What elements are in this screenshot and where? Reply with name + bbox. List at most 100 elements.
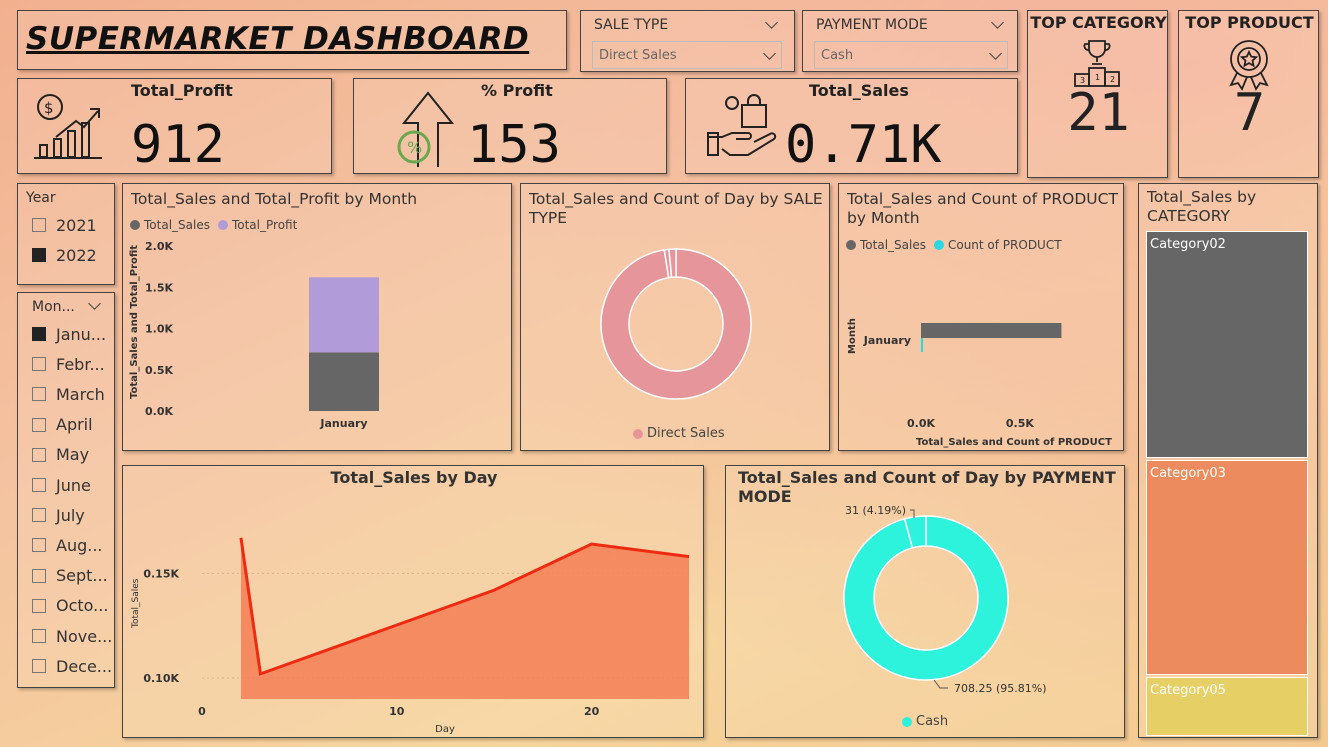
checkbox[interactable]: [32, 598, 46, 613]
kpi-total-sales-value: 0.71K: [785, 115, 942, 175]
leader-line: [933, 679, 948, 689]
month-item-label: Aug...: [56, 535, 103, 555]
bar-total-sales: [921, 323, 1062, 338]
month-item-label: Octo...: [56, 596, 109, 616]
x-axis-label: Total_Sales and Count of PRODUCT: [916, 437, 1112, 448]
y-axis-label: Month: [847, 318, 858, 354]
year-item[interactable]: 2022: [32, 244, 97, 266]
month-item[interactable]: July: [32, 504, 85, 526]
sale-type-value: Direct Sales: [599, 48, 677, 63]
chart-sales-by-payment-mode: Total_Sales and Count of Day by PAYMENT …: [725, 465, 1125, 738]
sale-type-label: SALE TYPE: [594, 17, 669, 33]
month-item[interactable]: April: [32, 414, 93, 436]
chevron-down-icon[interactable]: [765, 16, 778, 29]
svg-text:2: 2: [1110, 75, 1115, 84]
top-category-value: 21: [1067, 83, 1130, 143]
month-slicer-label: Mon...: [32, 299, 75, 315]
checkbox[interactable]: [32, 508, 46, 523]
kpi-pct-profit-label: % Profit: [481, 81, 553, 100]
checkbox[interactable]: [32, 218, 46, 232]
month-item[interactable]: Nove...: [32, 625, 112, 647]
legend-label: Direct Sales: [647, 426, 725, 441]
year-item-label: 2022: [56, 245, 97, 265]
donut-slice-count: [903, 515, 927, 549]
chart-title: Total_Sales and Count of Day by SALE TYP…: [529, 190, 823, 227]
sale-type-dropdown[interactable]: Direct Sales: [592, 41, 782, 69]
year-item[interactable]: 2021: [32, 214, 97, 236]
chart-plot: 0.0K 0.5K 1.0K 1.5K 2.0K Total_Sales and Tota…: [129, 240, 379, 430]
legend-label: Cash: [916, 714, 949, 729]
month-item-label: Nove...: [56, 626, 113, 646]
svg-text:1: 1: [1095, 73, 1100, 82]
month-item[interactable]: May: [32, 444, 89, 466]
chart-sales-by-day: Total_Sales by Day 0.10K 0.15K 0 10 20 Day Tot…: [122, 465, 704, 738]
chart-title: Total_Sales and Total_Profit by Month: [131, 190, 418, 208]
treemap-tile[interactable]: Category02: [1146, 231, 1308, 458]
data-label: 708.25 (95.81%): [954, 682, 1047, 695]
hand-shopping-bag-icon: [707, 94, 777, 156]
chart-plot: [600, 248, 752, 400]
payment-mode-dropdown[interactable]: Cash: [814, 41, 1008, 69]
month-item[interactable]: Janu...: [32, 323, 106, 345]
svg-text:%: %: [407, 138, 422, 157]
y-tick-label: 1.5K: [145, 281, 173, 294]
chevron-down-icon[interactable]: [88, 297, 101, 310]
top-product-card: TOP PRODUCT 7: [1178, 10, 1319, 178]
checkbox[interactable]: [32, 248, 46, 262]
checkbox[interactable]: [32, 327, 46, 341]
checkbox[interactable]: [32, 478, 46, 492]
treemap-tile-label: Category02: [1150, 237, 1226, 252]
percent-up-arrow-icon: %: [397, 91, 455, 167]
month-item[interactable]: March: [32, 383, 105, 405]
chart-title: Total_Sales by Day: [330, 468, 498, 487]
month-item[interactable]: Octo...: [32, 595, 108, 617]
month-item-label: April: [56, 415, 93, 435]
checkbox[interactable]: [32, 447, 46, 462]
month-item-label: July: [56, 505, 85, 525]
treemap-tile[interactable]: Category03: [1146, 459, 1308, 675]
payment-mode-slicer: PAYMENT MODE Cash: [802, 10, 1018, 72]
chevron-down-icon[interactable]: [991, 16, 1004, 29]
donut-slice: [668, 248, 677, 279]
y-axis-label: Total_Sales: [131, 578, 141, 629]
donut-slice-cash: [843, 515, 1009, 681]
kpi-pct-profit-value: 153: [467, 115, 561, 175]
checkbox[interactable]: [32, 417, 46, 432]
checkbox[interactable]: [32, 568, 46, 583]
checkbox[interactable]: [32, 357, 46, 372]
checkbox[interactable]: [32, 659, 46, 674]
treemap-tile-label: Category05: [1150, 682, 1226, 698]
sale-type-slicer: SALE TYPE Direct Sales: [580, 10, 795, 72]
top-product-label: TOP PRODUCT: [1185, 13, 1314, 32]
legend-dot: [130, 220, 140, 230]
chart-legend: Total_Sales Total_Profit: [130, 218, 297, 232]
x-tick-label: 0.5K: [1006, 417, 1034, 430]
legend-dot: [217, 220, 228, 230]
year-slicer-label: Year: [26, 190, 56, 206]
x-tick-label: January: [319, 417, 367, 430]
x-tick-label: 0.0K: [907, 417, 935, 430]
chart-plot: 31 (4.19%) 708.25 (95.81%): [843, 504, 1047, 695]
dashboard-title: SUPERMARKET DASHBOARD: [26, 21, 530, 57]
month-item-label: March: [56, 384, 105, 404]
data-label: 31 (4.19%): [845, 504, 906, 517]
year-slicer: Year 2021 2022: [17, 183, 115, 285]
top-category-label: TOP CATEGORY: [1030, 13, 1167, 32]
checkbox[interactable]: [32, 629, 46, 643]
payment-mode-value: Cash: [821, 48, 854, 63]
month-item[interactable]: Aug...: [32, 534, 103, 556]
month-item-label: Febr...: [56, 354, 105, 374]
bar-count-product: [921, 338, 923, 352]
month-item[interactable]: Febr...: [32, 353, 105, 375]
checkbox[interactable]: [32, 387, 46, 402]
month-item[interactable]: June: [32, 474, 91, 496]
x-tick-label: 10: [389, 705, 405, 718]
chart-legend: Total_Sales Count of PRODUCT: [846, 238, 1062, 252]
checkbox[interactable]: [32, 538, 46, 553]
payment-mode-label: PAYMENT MODE: [816, 17, 928, 33]
treemap-tile[interactable]: Category05: [1146, 676, 1308, 736]
month-item[interactable]: Sept...: [32, 565, 108, 587]
chart-plot: Month January 0.0K 0.5K Total_Sales and Coun…: [847, 318, 1112, 448]
month-item[interactable]: Dece...: [32, 655, 112, 677]
legend-label: Total_Profit: [231, 218, 298, 232]
